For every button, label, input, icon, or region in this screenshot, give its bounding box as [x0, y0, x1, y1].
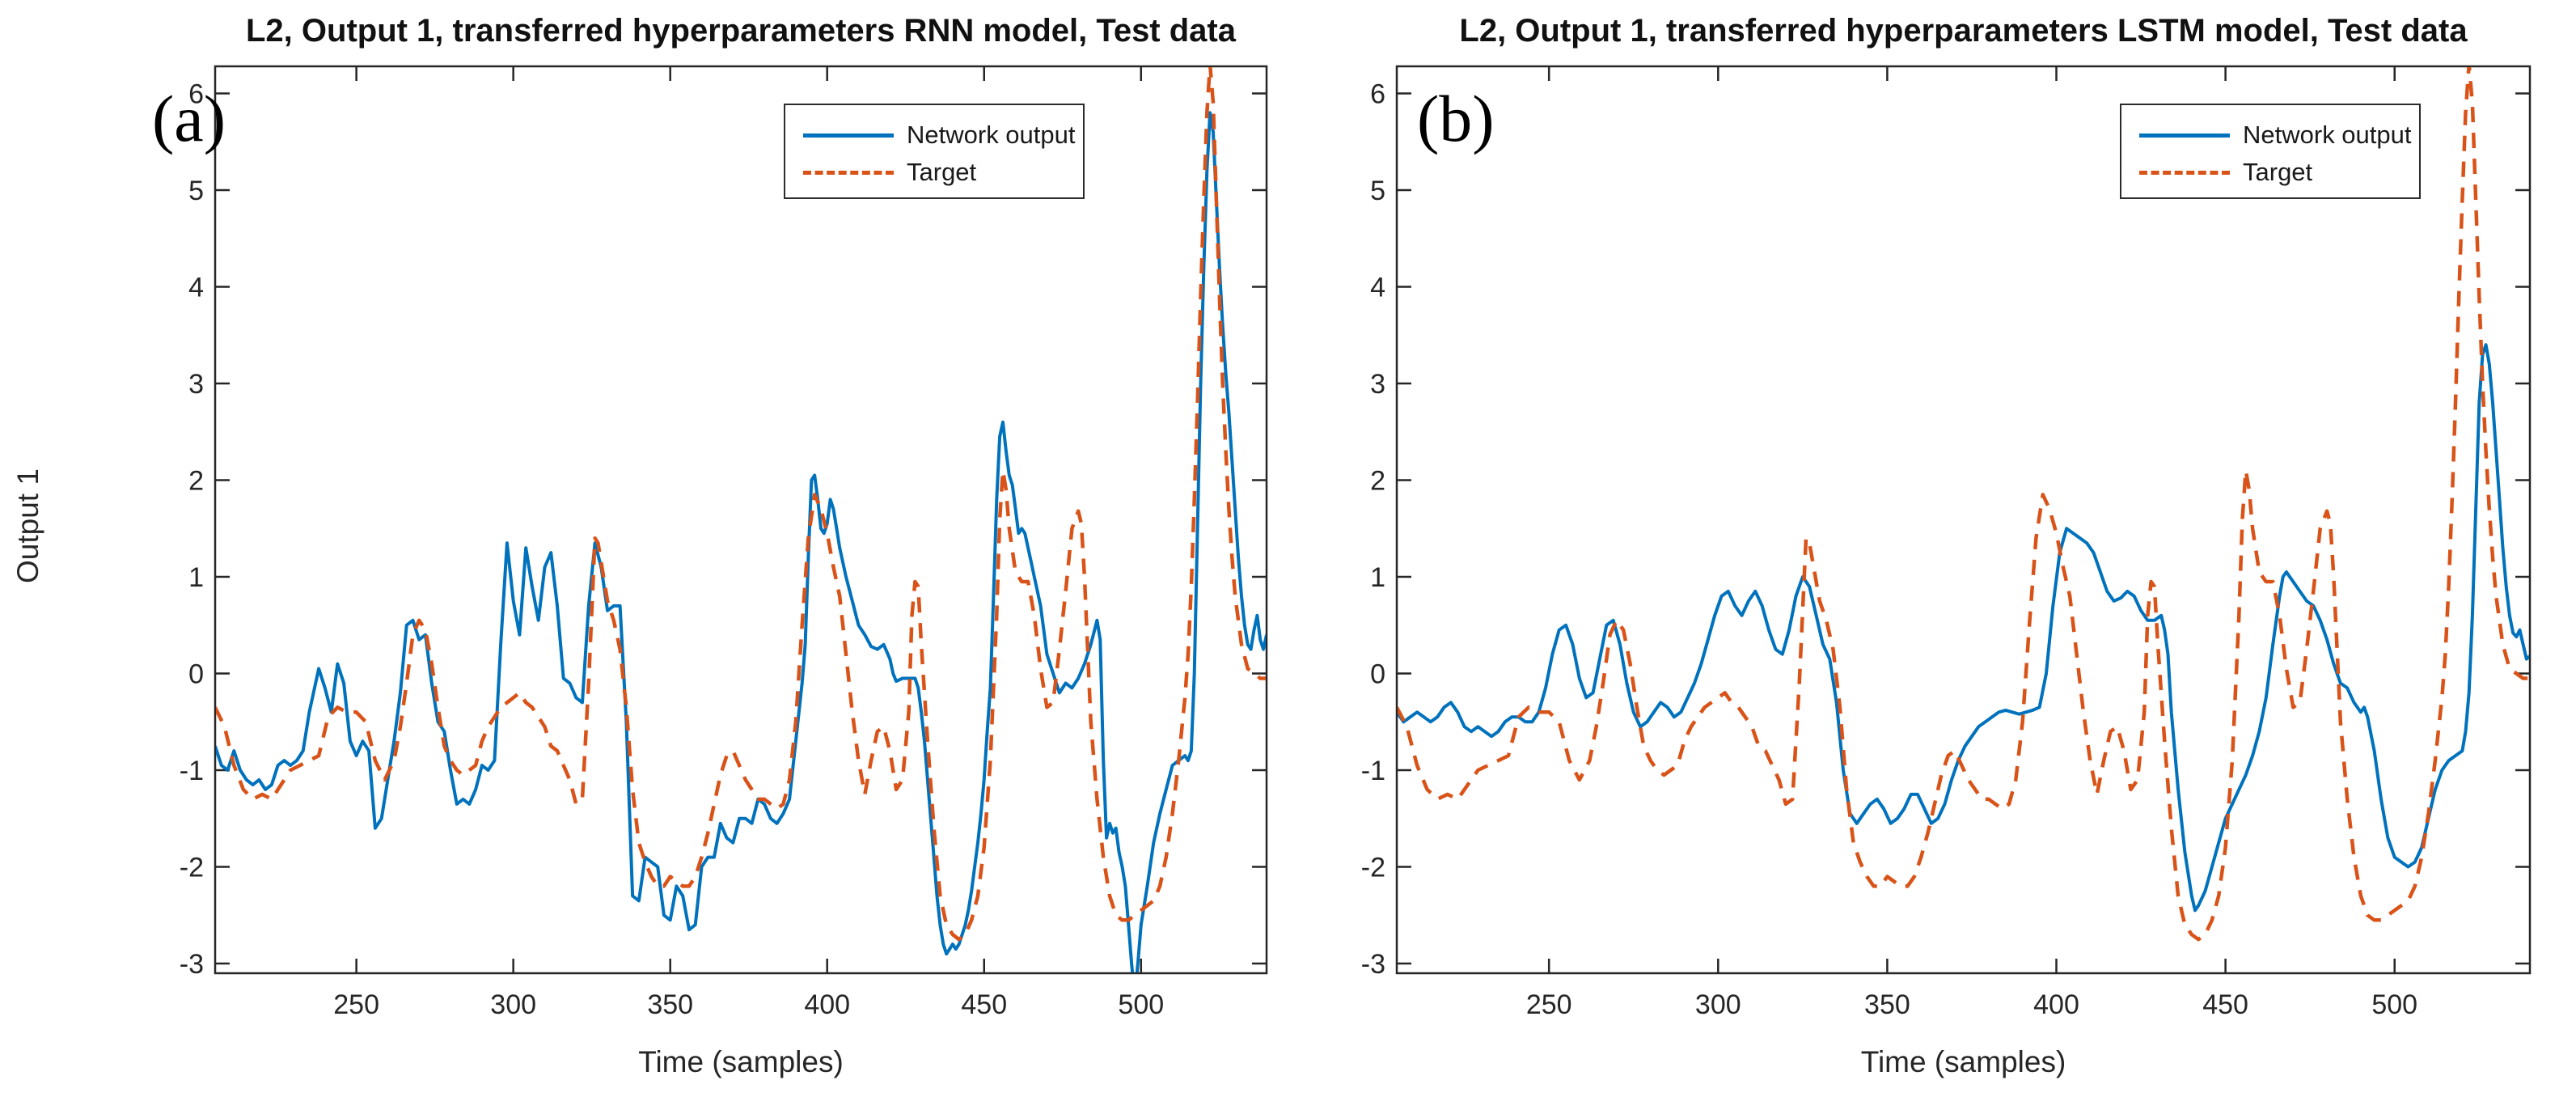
legend-entry-network-output: Network output	[803, 116, 1083, 154]
svg-text:300: 300	[490, 989, 536, 1020]
svg-text:350: 350	[647, 989, 693, 1020]
svg-text:6: 6	[188, 78, 204, 109]
legend-label-target: Target	[2243, 158, 2313, 186]
lstm-axes-plot: 250 300 350 400 450 500 -3 -2 -1 0 1 2 3 4 5 6	[1361, 65, 2532, 1020]
svg-text:450: 450	[961, 989, 1007, 1020]
svg-text:1: 1	[1370, 562, 1385, 593]
svg-text:250: 250	[1526, 989, 1572, 1020]
svg-text:450: 450	[2202, 989, 2248, 1020]
svg-text:5: 5	[188, 176, 204, 206]
svg-text:300: 300	[1695, 989, 1741, 1020]
svg-text:-1: -1	[180, 756, 204, 786]
chart-panel-lstm: 250 300 350 400 450 500 -3 -2 -1 0 1 2 3 4 5 6 L2, Outp…	[1294, 0, 2576, 1097]
target-line-sample	[2139, 170, 2230, 175]
svg-text:5: 5	[1370, 176, 1385, 206]
legend-entry-target: Target	[2139, 154, 2419, 191]
x-axis-label-rnn: Time (samples)	[638, 1045, 844, 1078]
target-line-sample	[803, 170, 894, 175]
chart-title-rnn: L2, Output 1, transferred hyperparameter…	[245, 13, 1236, 49]
legend-box-lstm: Network output Target	[2120, 104, 2421, 199]
subfigure-label-a: (a)	[152, 82, 226, 155]
svg-text:4: 4	[1370, 272, 1385, 303]
legend-label-network-output: Network output	[2243, 121, 2412, 149]
network-output-line-sample	[2139, 133, 2230, 138]
legend-entry-target: Target	[803, 154, 1083, 191]
svg-text:-3: -3	[1361, 949, 1385, 980]
x-axis-label-lstm: Time (samples)	[1860, 1045, 2066, 1078]
svg-text:3: 3	[1370, 369, 1385, 400]
svg-text:350: 350	[1864, 989, 1910, 1020]
svg-text:0: 0	[1370, 659, 1385, 690]
svg-text:250: 250	[333, 989, 379, 1020]
svg-text:0: 0	[188, 659, 204, 690]
svg-text:3: 3	[188, 369, 204, 400]
svg-text:6: 6	[1370, 78, 1385, 109]
svg-text:4: 4	[188, 272, 204, 303]
svg-text:500: 500	[1118, 989, 1164, 1020]
chart-panel-rnn: 250 300 350 400 450 500 -3 -2 -1 0 1 2 3 4 5 6 L2, Outp…	[11, 13, 1268, 1078]
svg-text:-2: -2	[180, 853, 204, 883]
svg-text:-3: -3	[180, 949, 204, 980]
svg-text:2: 2	[1370, 466, 1385, 497]
svg-text:1: 1	[188, 562, 204, 593]
network-output-line-sample	[803, 133, 894, 138]
legend-label-network-output: Network output	[907, 121, 1076, 149]
chart-title-lstm: L2, Output 1, transferred hyperparameter…	[1459, 13, 2468, 49]
svg-text:2: 2	[188, 466, 204, 497]
rnn-axes-plot: 250 300 350 400 450 500 -3 -2 -1 0 1 2 3 4 5 6	[180, 65, 1268, 1020]
legend-entry-network-output: Network output	[2139, 116, 2419, 154]
legend-box-rnn: Network output Target	[784, 104, 1085, 199]
svg-text:400: 400	[2033, 989, 2079, 1020]
subfigure-label-b: (b)	[1417, 82, 1495, 155]
legend-label-target: Target	[907, 158, 977, 186]
svg-text:500: 500	[2371, 989, 2417, 1020]
svg-text:-2: -2	[1361, 853, 1385, 883]
y-axis-label: Output 1	[11, 468, 44, 583]
svg-text:400: 400	[804, 989, 850, 1020]
svg-text:-1: -1	[1361, 756, 1385, 786]
